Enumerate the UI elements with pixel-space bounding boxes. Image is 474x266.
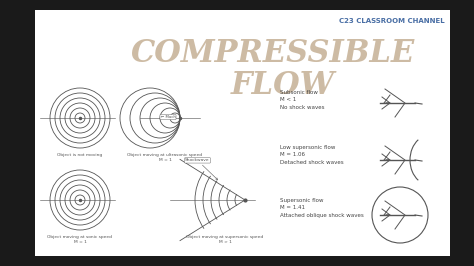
Text: Subsonic flow
M < 1
No shock waves: Subsonic flow M < 1 No shock waves xyxy=(280,90,325,110)
Text: Object moving at supersonic speed
M > 1: Object moving at supersonic speed M > 1 xyxy=(186,235,264,244)
Text: Object moving at sonic speed
M = 1: Object moving at sonic speed M = 1 xyxy=(47,235,112,244)
Bar xyxy=(35,10,450,256)
Text: Low supersonic flow
M = 1.06
Detached shock waves: Low supersonic flow M = 1.06 Detached sh… xyxy=(280,145,344,165)
Text: C23 CLASSROOM CHANNEL: C23 CLASSROOM CHANNEL xyxy=(339,18,445,24)
Text: Shockwave: Shockwave xyxy=(185,158,218,180)
Text: ← Mach: ← Mach xyxy=(161,115,175,119)
Text: Supersonic flow
M = 1.41
Attached oblique shock waves: Supersonic flow M = 1.41 Attached obliqu… xyxy=(280,198,364,218)
Text: Object moving at ultrasonic speed
M = 1: Object moving at ultrasonic speed M = 1 xyxy=(128,153,202,162)
Text: FLOW: FLOW xyxy=(230,70,335,101)
Text: Object is not moving: Object is not moving xyxy=(57,153,103,157)
Text: COMPRESSIBLE: COMPRESSIBLE xyxy=(130,38,415,69)
